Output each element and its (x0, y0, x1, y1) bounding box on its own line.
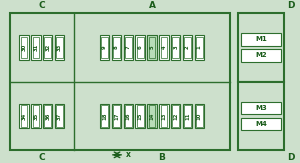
Text: 5: 5 (149, 46, 154, 49)
Bar (171, 104, 180, 128)
Text: 1: 1 (197, 46, 202, 49)
Text: 33: 33 (57, 44, 62, 51)
Bar (31, 35, 40, 60)
Bar (113, 105, 120, 127)
Text: B: B (158, 153, 165, 162)
Text: M2: M2 (255, 52, 267, 59)
Text: 10: 10 (197, 112, 202, 120)
Bar (184, 105, 191, 127)
Text: 34: 34 (22, 112, 27, 120)
Bar (241, 118, 281, 130)
Bar (56, 105, 63, 127)
Text: 15: 15 (138, 112, 143, 120)
Text: 13: 13 (161, 112, 166, 120)
Bar (183, 35, 192, 60)
Bar (33, 105, 39, 127)
Bar (184, 37, 191, 58)
Text: 30: 30 (22, 44, 27, 51)
Text: 17: 17 (114, 112, 119, 120)
Bar (172, 37, 179, 58)
Bar (43, 35, 52, 60)
Bar (149, 105, 155, 127)
Bar (172, 105, 179, 127)
Text: M1: M1 (255, 36, 267, 42)
Bar (160, 37, 167, 58)
Bar (21, 37, 27, 58)
Bar (195, 35, 204, 60)
Bar (21, 105, 27, 127)
Text: 7: 7 (126, 46, 131, 49)
Text: D: D (287, 153, 294, 162)
Text: 6: 6 (138, 46, 143, 49)
Bar (136, 104, 145, 128)
Bar (44, 105, 51, 127)
Bar (10, 13, 230, 150)
Bar (196, 105, 203, 127)
Text: 12: 12 (173, 112, 178, 120)
Bar (159, 104, 169, 128)
Text: 3: 3 (173, 46, 178, 49)
Text: 11: 11 (185, 112, 190, 120)
Bar (241, 49, 281, 62)
Bar (137, 105, 143, 127)
Text: 36: 36 (45, 112, 50, 120)
Text: A: A (148, 1, 155, 10)
Bar (160, 105, 167, 127)
Text: 14: 14 (149, 112, 154, 120)
Bar (100, 35, 110, 60)
Bar (44, 37, 51, 58)
Bar (241, 33, 281, 45)
Text: x: x (126, 150, 131, 159)
Text: 32: 32 (45, 44, 50, 51)
Text: D: D (287, 1, 294, 10)
Text: 37: 37 (57, 112, 62, 120)
Bar (136, 35, 145, 60)
Bar (55, 35, 64, 60)
Bar (101, 105, 108, 127)
Text: 8: 8 (114, 46, 119, 49)
Bar (159, 35, 169, 60)
Bar (112, 35, 121, 60)
Text: 4: 4 (161, 46, 166, 49)
Bar (147, 104, 157, 128)
Bar (137, 37, 143, 58)
Bar (196, 37, 203, 58)
Bar (238, 13, 284, 82)
Text: 2: 2 (185, 46, 190, 49)
Bar (124, 104, 133, 128)
Text: C: C (38, 153, 45, 162)
Bar (33, 37, 39, 58)
Bar (183, 104, 192, 128)
Text: 16: 16 (126, 112, 131, 120)
Text: M3: M3 (255, 105, 267, 111)
Bar (241, 102, 281, 114)
Bar (195, 104, 204, 128)
Bar (125, 37, 132, 58)
Bar (31, 104, 40, 128)
Bar (55, 104, 64, 128)
Bar (113, 37, 120, 58)
Text: 31: 31 (33, 44, 38, 51)
Bar (149, 37, 155, 58)
Bar (101, 37, 108, 58)
Bar (100, 104, 110, 128)
Text: M4: M4 (255, 121, 267, 127)
Bar (124, 35, 133, 60)
Bar (238, 82, 284, 150)
Text: C: C (38, 1, 45, 10)
Bar (147, 35, 157, 60)
Bar (19, 35, 29, 60)
Text: 9: 9 (102, 46, 107, 49)
Bar (112, 104, 121, 128)
Bar (43, 104, 52, 128)
Bar (19, 104, 29, 128)
Bar (125, 105, 132, 127)
Text: 35: 35 (33, 112, 38, 120)
Bar (56, 37, 63, 58)
Bar (171, 35, 180, 60)
Text: 18: 18 (102, 112, 107, 120)
